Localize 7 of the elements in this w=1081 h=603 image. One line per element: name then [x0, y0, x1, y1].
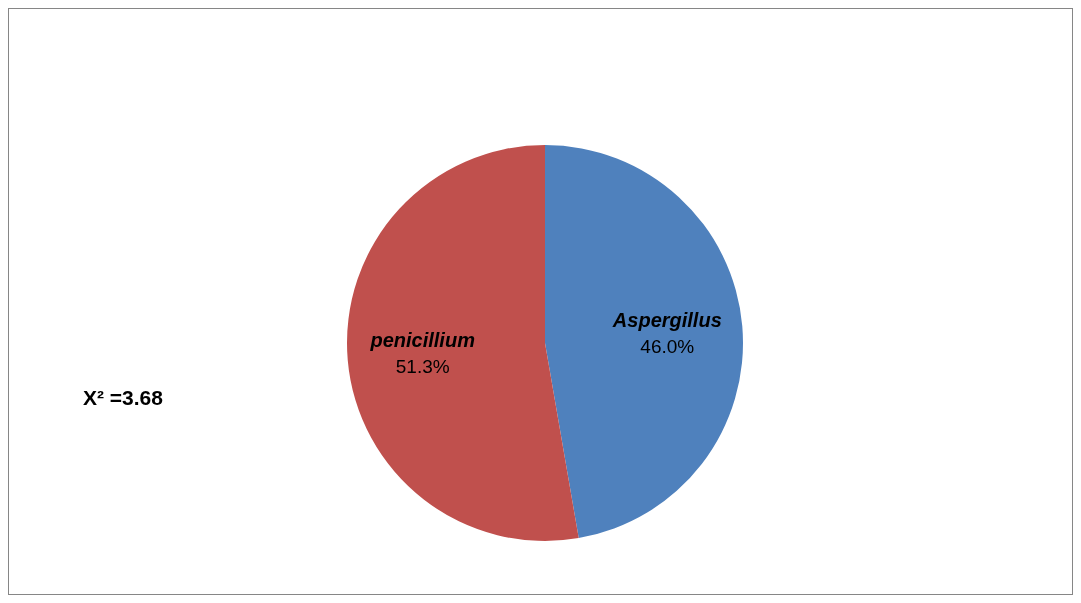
- data-label: 51.3%: [395, 356, 450, 378]
- text: X² =3.68: [83, 386, 164, 409]
- data-label: 46.0%: [640, 335, 695, 357]
- pie-slice: [347, 145, 579, 541]
- slice-label: penicillium: [369, 329, 475, 352]
- pie-slice: [545, 145, 743, 539]
- slice-label: Aspergillus: [611, 308, 722, 331]
